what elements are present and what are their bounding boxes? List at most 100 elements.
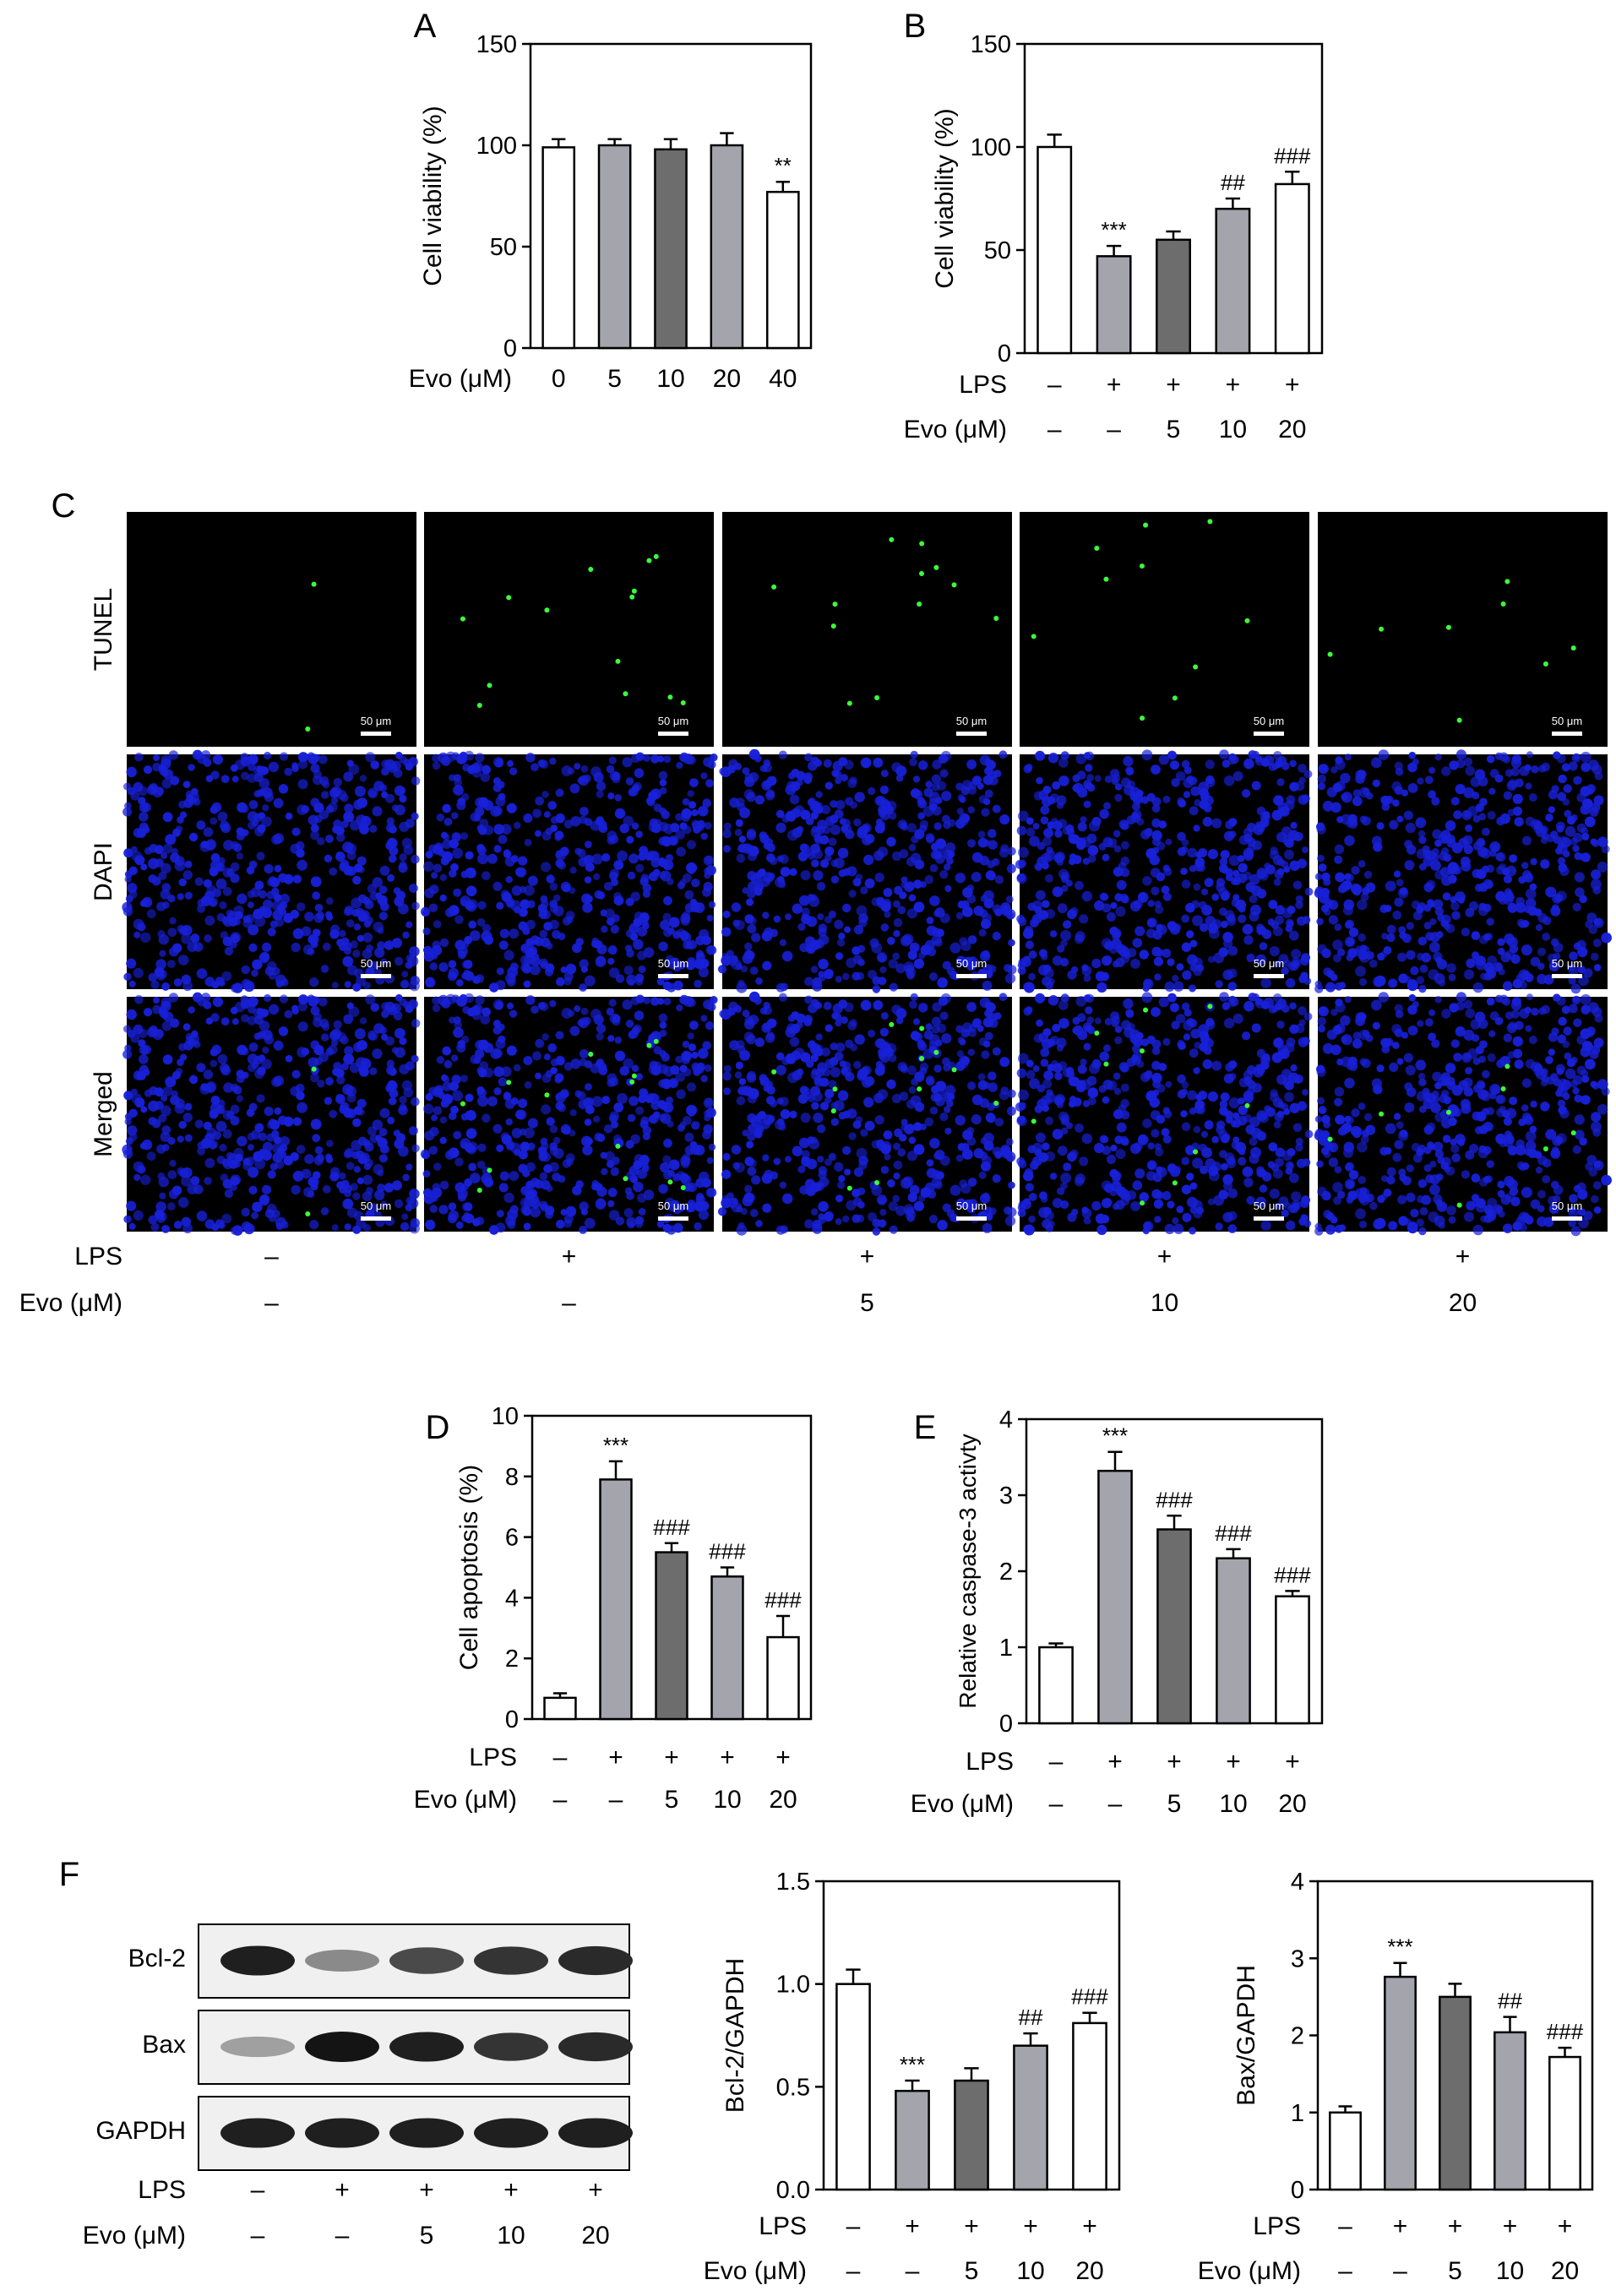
bar (954, 2079, 989, 2191)
significance-mark: ### (1156, 1487, 1193, 1512)
tunel-positive-cells (1031, 519, 1250, 721)
tunel-dot (771, 584, 777, 590)
scale-bar-label: 50 μm (361, 715, 391, 727)
y-tick-label: 100 (971, 134, 1011, 161)
lps-value: + (1167, 1748, 1182, 1776)
micrograph-merged-1: 50 μm (122, 992, 421, 1236)
bar (766, 1635, 800, 1721)
protein-band (474, 1946, 548, 1975)
tunel-dot (615, 1143, 621, 1149)
scale-bar-label: 50 μm (361, 957, 391, 970)
bar (1494, 2031, 1526, 2191)
tunel-dot (305, 1211, 311, 1216)
protein-band (220, 1945, 295, 1976)
evo-value: 20 (1278, 416, 1306, 443)
y-tick-label: 0 (999, 1711, 1013, 1738)
lps-value: + (1503, 2212, 1518, 2240)
tunel-positive-cells (305, 581, 317, 732)
y-axis-label: Bcl-2/GAPDH (721, 1958, 749, 2113)
evo-value: 10 (713, 1786, 741, 1814)
lps-value: + (1285, 371, 1300, 399)
y-tick-label: 1 (1291, 2100, 1304, 2127)
lps-value: + (608, 1744, 623, 1771)
protein-band (558, 2032, 633, 2062)
lps-value: + (562, 1243, 577, 1270)
protein-band (474, 2032, 548, 2061)
dapi-nuclei (122, 749, 421, 993)
panel-letter-C: C (52, 487, 76, 525)
micrograph-background (424, 512, 714, 747)
scale-bar (658, 1216, 688, 1221)
evo-value: 10 (1219, 416, 1247, 443)
evo-row-label: Evo (μM) (19, 1289, 122, 1317)
scale-bar-label: 50 μm (956, 1200, 987, 1212)
tunel-dot (1504, 579, 1510, 585)
evo-row-label: Evo (μM) (904, 416, 1007, 443)
scale-bar (956, 974, 987, 978)
y-axis-label: Bax/GAPDH (1232, 1965, 1260, 2106)
y-tick-label: 50 (490, 234, 517, 261)
y-tick-label: 2 (505, 1646, 519, 1673)
protein-band (389, 2118, 464, 2148)
panel-letter-A: A (414, 8, 437, 45)
micrograph-dapi-2: 50 μm (420, 750, 718, 993)
bar (710, 1575, 744, 1721)
bar (1548, 2055, 1581, 2191)
tunel-dot (1140, 715, 1145, 721)
significance-mark: ## (1221, 170, 1245, 195)
panel-letter-B: B (904, 8, 927, 45)
condition-table: LPS Evo (μM) – – + – +5 +10 +20 (19, 1243, 1477, 1317)
tunel-dot (506, 595, 512, 601)
tunel-positive-cells (771, 1021, 999, 1191)
evo-value: 20 (769, 1786, 797, 1814)
y-axis-label: Relative caspase-3 activty (955, 1434, 981, 1708)
scale-bar-label: 50 μm (956, 957, 987, 970)
panel-letter-D: D (426, 1409, 450, 1446)
tunel-dot (305, 726, 311, 732)
scale-bar-label: 50 μm (1254, 715, 1284, 727)
tunel-dot (623, 1176, 628, 1182)
dapi-nuclei (1314, 749, 1612, 994)
y-tick-label: 0 (503, 335, 517, 362)
bar (1275, 1595, 1310, 1725)
evo-row-label: Evo (μM) (1198, 2257, 1301, 2285)
chart-E: 0 1 2 3 4 Relative caspase-3 activty *** ### ###… (955, 1406, 1324, 1738)
significance-mark: ### (1274, 1562, 1311, 1587)
significance-mark: ### (1547, 2019, 1584, 2044)
lps-row-label: LPS (959, 371, 1007, 399)
tunel-dot (1445, 1109, 1451, 1115)
lps-row-label: LPS (966, 1748, 1014, 1776)
y-tick-label: 150 (971, 31, 1011, 58)
lps-value: + (775, 1744, 791, 1771)
lps-value: + (905, 2212, 920, 2240)
tunel-dot (951, 582, 957, 588)
tunel-positive-cells (1031, 1004, 1250, 1206)
bar (1037, 145, 1073, 355)
scale-bar (1552, 1216, 1582, 1221)
evo-value: 10 (1496, 2257, 1524, 2285)
panel-letter-F: F (59, 1856, 79, 1893)
tunel-dot (1244, 1102, 1250, 1108)
micrograph-dapi-1: 50 μm (122, 749, 421, 993)
tunel-dot (919, 541, 925, 547)
condition-table: LPS Evo (μM) – – + – +5 +10 +20 (83, 2176, 610, 2250)
tunel-dot (311, 1066, 317, 1072)
y-tick-label: 50 (984, 237, 1011, 264)
tunel-dot (889, 1021, 895, 1027)
protein-band (389, 2032, 464, 2062)
evo-value: 20 (1075, 2257, 1103, 2285)
y-tick-label: 0 (1291, 2177, 1304, 2204)
y-tick-label: 0.5 (776, 2074, 810, 2101)
scale-bar-label: 50 μm (956, 715, 987, 727)
evo-value: 5 (1167, 416, 1181, 443)
bar (1072, 2021, 1107, 2191)
protein-band (220, 2036, 295, 2058)
lps-value: + (588, 2176, 603, 2204)
tunel-dot (1456, 1202, 1462, 1208)
y-tick-label: 1.0 (776, 1972, 810, 1999)
lps-value: – (553, 1744, 568, 1771)
micrograph-merged-3: 50 μm (717, 991, 1017, 1236)
tunel-dot (1570, 1130, 1576, 1136)
significance-mark: ### (1071, 1984, 1108, 2010)
dapi-nuclei (122, 992, 421, 1236)
